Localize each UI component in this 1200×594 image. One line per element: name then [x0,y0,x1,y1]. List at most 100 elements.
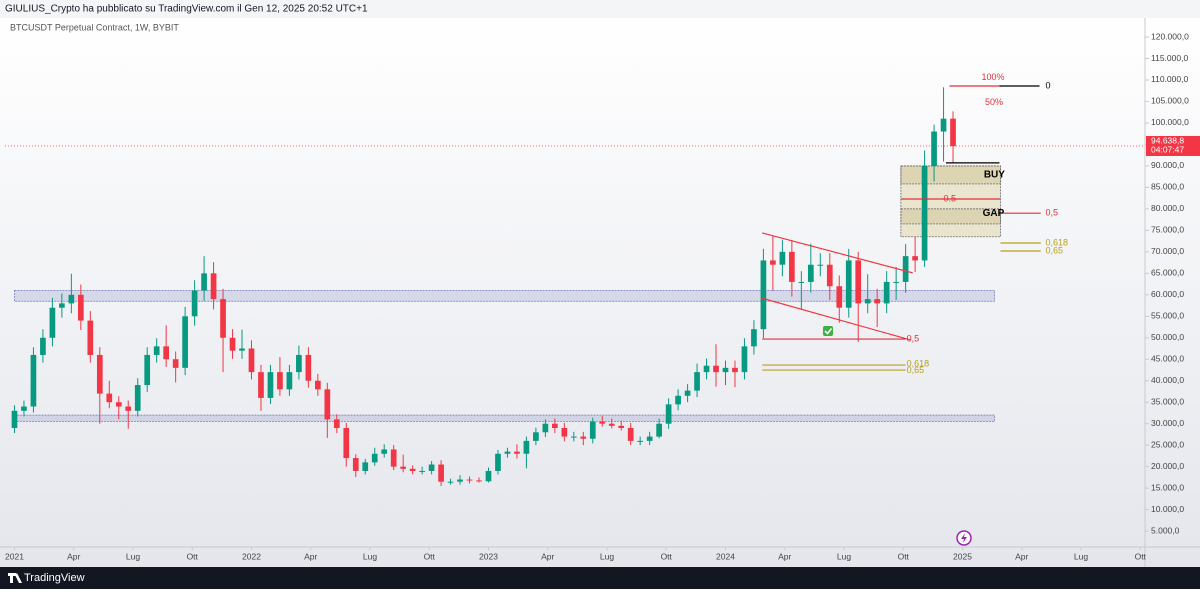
candle-body [11,410,18,428]
annotation: 50% [985,97,1003,107]
candle-body [902,256,909,282]
candle-body [713,365,719,373]
candle-body [438,464,444,482]
candle-body [627,427,634,441]
candle-body [77,294,84,321]
top-bar [0,0,1200,18]
candle-body [134,385,141,411]
candle-body [637,440,644,442]
candle-body [817,264,824,266]
candle-body [286,372,293,390]
candle-body [305,354,312,381]
candle-body [163,346,170,360]
last-price-label: 94.638,8 [1151,136,1184,146]
candle-body [447,481,454,483]
y-tick-label: 55.000,0 [1151,311,1184,321]
candle-body [950,118,956,147]
y-tick-label: 115.000,0 [1151,53,1188,63]
candle-body [552,423,558,428]
candle-body [874,299,881,304]
plot [5,85,1145,486]
candle-body [49,307,56,338]
x-tick-label: Lug [600,551,614,561]
x-tick-label: Lug [363,551,377,561]
candle-body [675,395,681,405]
candle-body [40,337,46,355]
candle-body [504,451,511,454]
check-icon [823,326,833,336]
candle-body [96,354,103,394]
candle-body [210,273,217,300]
bottom-bar [0,567,1200,589]
candle-body [940,118,947,132]
candle-body [656,423,662,437]
y-tick-label: 15.000,0 [1151,482,1184,492]
candle-body [751,329,757,347]
candle-body [684,390,691,396]
candle-body [191,290,198,317]
y-tick-label: 10.000,0 [1151,504,1184,514]
candle-body [665,404,672,424]
candle-body [732,367,738,373]
candle-body [570,436,577,438]
candle-body [390,449,397,467]
y-tick-label: 35.000,0 [1151,396,1184,406]
annotation: 0,5 [907,333,920,343]
candle-body [201,273,207,291]
y-tick-label: 110.000,0 [1151,74,1188,84]
y-tick-label: 120.000,0 [1151,31,1189,41]
candle-body [115,402,122,407]
annotation: 0,65 [907,365,925,375]
candle-body [722,367,729,373]
candle-body [741,346,748,373]
y-tick-label: 70.000,0 [1151,246,1184,256]
candle-body [343,427,350,459]
last-time-label: 04:07:47 [1151,145,1184,155]
candle-body [30,354,37,407]
annotation: 0,618 [1045,237,1068,247]
annotation: 0.5 [944,193,957,203]
candle-body [533,432,539,441]
x-tick-label: Apr [778,551,791,561]
drawing-line [762,297,911,341]
candle-body [542,423,549,433]
candle-body [770,260,776,265]
x-tick-label: Ott [424,551,436,561]
candle-body [599,421,606,424]
axes: 5.000,0 10.000,0 15.000,0 20.000,0 25.000,0 3… [5,31,1189,561]
brand: TradingView [24,572,85,584]
candle-body [646,436,653,441]
candle-body [485,470,492,482]
candle-body [845,260,852,308]
annotation: 0,5 [1045,208,1058,218]
y-tick-label: 65.000,0 [1151,268,1184,278]
candle-body [779,251,786,265]
candle-body [362,462,369,471]
candle-body [153,346,160,355]
candle-body [409,468,416,471]
candle-body [59,303,65,308]
candle-body [514,451,520,454]
candle-body [68,294,75,304]
candle-body [267,372,274,398]
annotation: 100% [981,72,1004,82]
annotation: 0,618 [907,358,930,368]
candle-body [457,479,463,482]
x-tick-label: 2022 [242,551,261,561]
candle-body [931,131,937,166]
candle-body [580,436,587,439]
candle-body [807,264,814,282]
x-tick-label: Ott [661,551,673,561]
y-tick-label: 40.000,0 [1151,375,1184,385]
x-tick-label: 2021 [5,551,24,561]
y-tick-label: 85.000,0 [1151,182,1184,192]
tv-logo [8,573,22,583]
candle-body [836,286,843,308]
x-tick-label: 2024 [716,551,735,561]
candle-body [229,337,236,351]
annotation: 0,65 [1045,245,1063,255]
annotation: 0 [1045,80,1050,90]
y-tick-label: 45.000,0 [1151,353,1184,363]
candle-body [125,406,132,411]
